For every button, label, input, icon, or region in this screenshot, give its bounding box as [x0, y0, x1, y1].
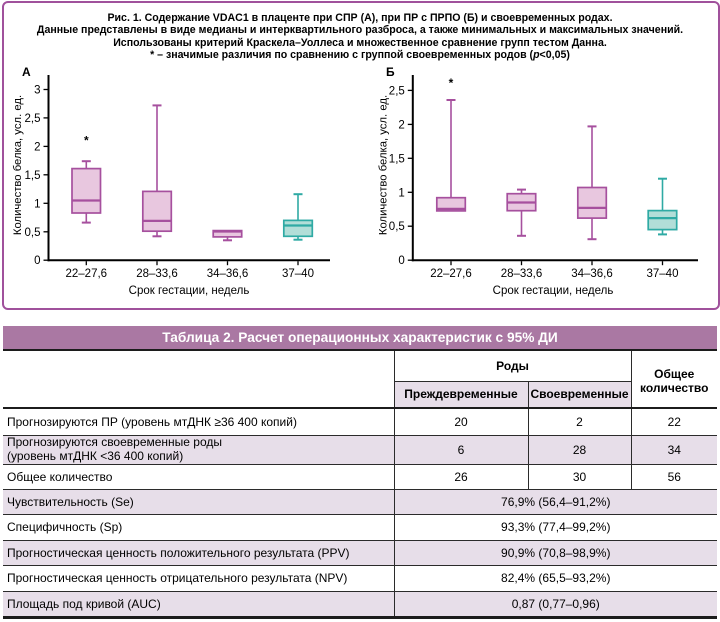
- svg-text:1,5: 1,5: [25, 170, 41, 182]
- svg-text:2: 2: [398, 119, 404, 131]
- svg-text:0,5: 0,5: [389, 221, 405, 233]
- svg-text:Срок гестации, недель: Срок гестации, недель: [493, 285, 614, 297]
- svg-text:А: А: [22, 65, 31, 79]
- svg-text:Количество белка, усл. ед.: Количество белка, усл. ед.: [12, 95, 24, 235]
- svg-text:1: 1: [398, 187, 404, 199]
- svg-text:22–27,6: 22–27,6: [430, 268, 472, 280]
- svg-text:1,5: 1,5: [389, 153, 405, 165]
- svg-text:22–27,6: 22–27,6: [66, 268, 108, 280]
- svg-text:34–36,6: 34–36,6: [571, 268, 613, 280]
- svg-text:1: 1: [34, 198, 40, 210]
- svg-text:2: 2: [34, 141, 40, 153]
- svg-text:*: *: [449, 76, 454, 90]
- svg-text:0,5: 0,5: [25, 227, 41, 239]
- svg-text:Срок гестации, недель: Срок гестации, недель: [129, 285, 250, 297]
- svg-text:2,5: 2,5: [25, 113, 41, 125]
- svg-text:28–33,6: 28–33,6: [136, 268, 178, 280]
- svg-text:37–40: 37–40: [282, 268, 314, 280]
- svg-text:0: 0: [398, 255, 404, 267]
- svg-text:37–40: 37–40: [647, 268, 679, 280]
- svg-text:34–36,6: 34–36,6: [207, 268, 249, 280]
- svg-text:0: 0: [34, 255, 40, 267]
- svg-text:28–33,6: 28–33,6: [501, 268, 543, 280]
- svg-text:*: *: [84, 134, 89, 148]
- svg-text:3: 3: [34, 85, 40, 97]
- svg-text:Количество белка, усл. ед.: Количество белка, усл. ед.: [378, 95, 390, 235]
- svg-text:Б: Б: [386, 65, 395, 79]
- svg-text:2,5: 2,5: [389, 85, 405, 97]
